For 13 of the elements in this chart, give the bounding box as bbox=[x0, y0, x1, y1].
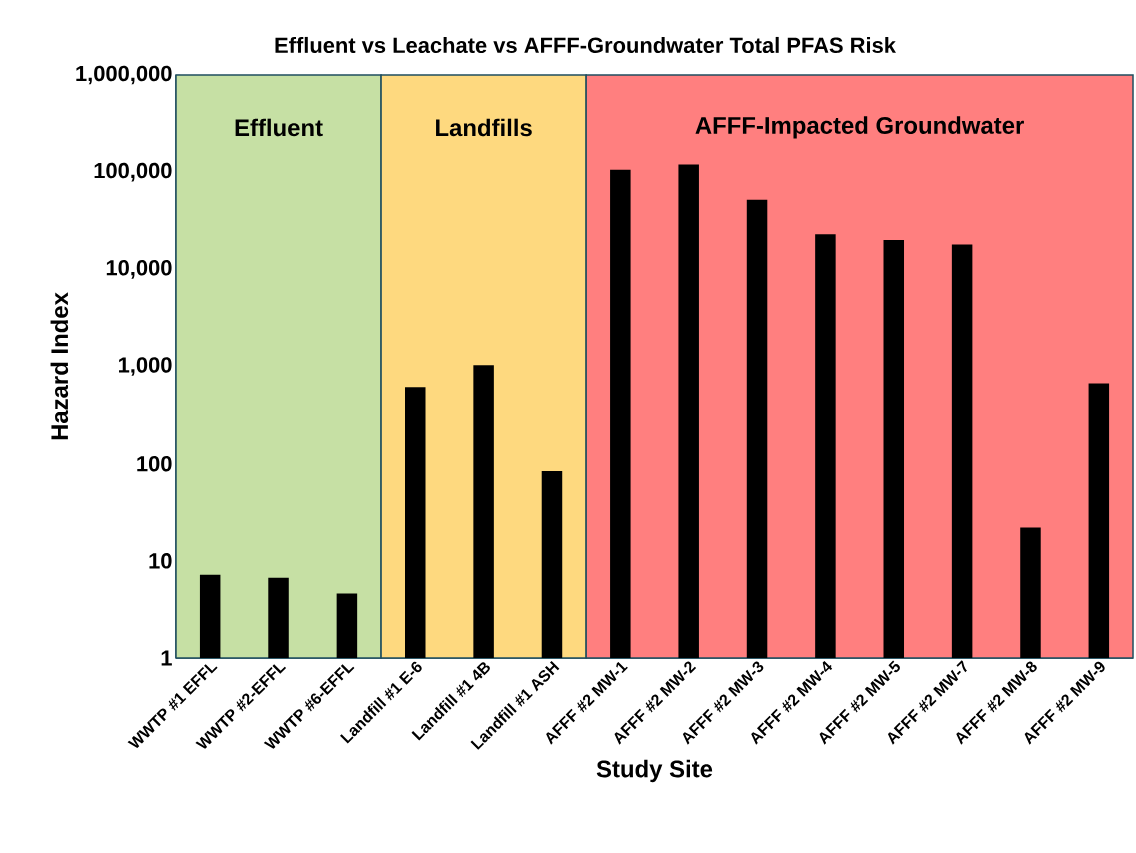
y-tick-label: 1,000,000 bbox=[76, 65, 172, 85]
band-label: Effluent bbox=[235, 118, 323, 137]
x-axis-title: Study Site bbox=[596, 759, 713, 783]
band-label: Landfills bbox=[436, 118, 532, 137]
y-tick-label: 10,000 bbox=[106, 259, 172, 279]
band-label: AFFF-Impacted Groundwater bbox=[695, 116, 1024, 139]
y-tick-label: 1 bbox=[161, 650, 172, 666]
y-tick-label: 10 bbox=[149, 553, 172, 569]
y-tick-label: 100 bbox=[137, 455, 172, 472]
y-tick-label: 1,000 bbox=[119, 357, 172, 376]
y-axis-title: Hazard Index bbox=[50, 292, 69, 440]
chart-title: Effluent vs Leachate vs AFFF-Groundwater Total PFAS Risk bbox=[275, 36, 896, 54]
y-tick-label: 100,000 bbox=[94, 162, 172, 182]
